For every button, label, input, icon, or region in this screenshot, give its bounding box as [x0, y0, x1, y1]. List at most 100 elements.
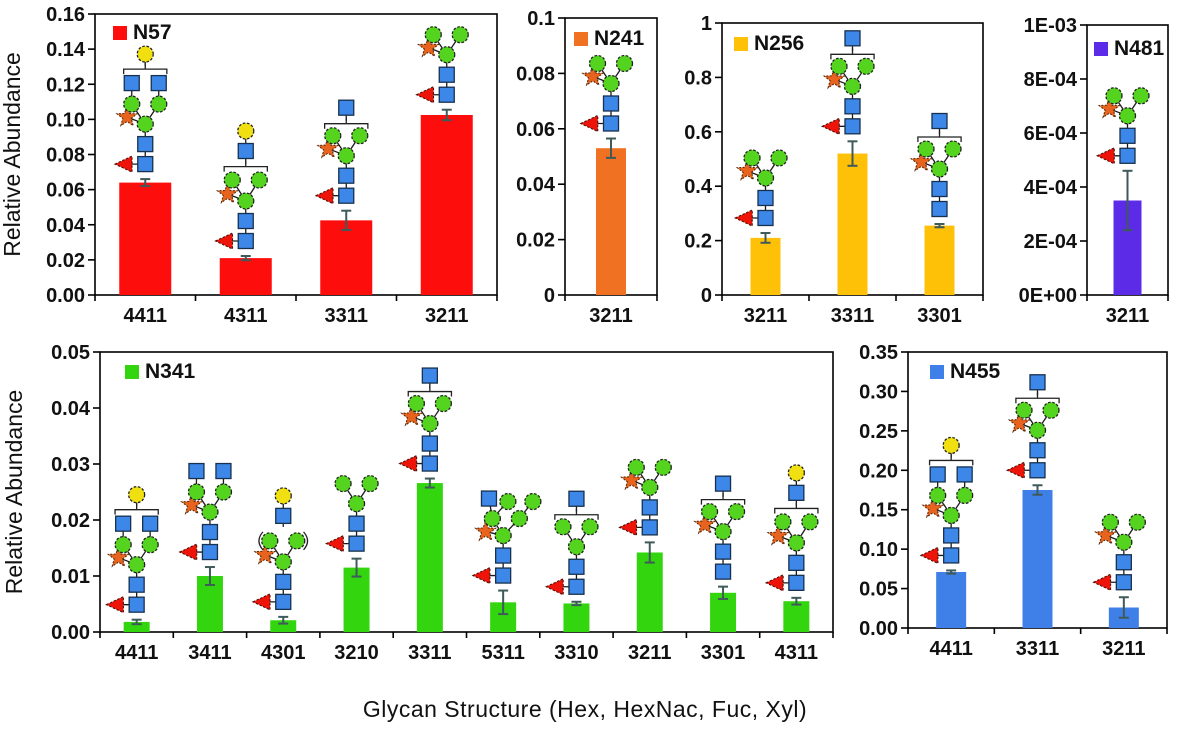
bar-N341-4311: [783, 601, 810, 632]
category-label: 3211: [425, 305, 468, 327]
hexnac-blue-square-icon: [931, 180, 948, 198]
glycan-structure-3311: [820, 30, 875, 136]
y-tick-label: 0.30: [859, 381, 898, 403]
y-tick-label: 4E-04: [1024, 177, 1078, 199]
hexose-green-circle-icon: [944, 140, 962, 158]
hexnac-blue-square-icon: [438, 66, 455, 83]
error-bar: [644, 541, 655, 564]
y-axis-title: Relative Abundance: [1, 390, 27, 595]
y-tick-label: 0.08: [46, 145, 85, 167]
hexose-green-circle-icon: [438, 46, 456, 64]
error-bar: [791, 596, 802, 606]
glycan-structure-3210: [325, 474, 379, 553]
hexnac-blue-square-icon: [844, 118, 861, 135]
hexose-green-circle-icon: [627, 458, 645, 477]
xylose-orange-star-icon: [766, 523, 790, 546]
y-tick-label: 0.8: [684, 67, 712, 89]
xylose-orange-star-icon: [416, 35, 441, 58]
bar-N57-3311: [320, 220, 373, 295]
hexose-green-circle-icon: [615, 54, 634, 73]
hexose-green-circle-icon: [567, 538, 586, 556]
y-tick-label: 0.05: [859, 579, 898, 601]
hexnac-blue-square-icon: [275, 573, 292, 591]
y-tick-label: 0.05: [51, 342, 90, 364]
hexose-green-circle-icon: [324, 127, 342, 145]
y-tick-label: 0.15: [859, 500, 898, 522]
hexnac-blue-square-icon: [844, 98, 861, 115]
hexnac-blue-square-icon: [421, 435, 439, 452]
fucose-red-triangle-icon: [764, 573, 784, 592]
chart-N341: 0.05 0.04 0.03 0.02 0.01 0.00 4411 3411 4301 3210…: [1, 342, 834, 664]
y-tick-label: 0.04: [51, 398, 91, 420]
error-bar: [351, 557, 362, 578]
linkage-bracket: [114, 503, 159, 515]
error-bar: [1122, 169, 1133, 232]
category-label: 3301: [917, 305, 962, 327]
xylose-orange-star-icon: [215, 181, 240, 204]
hexose-green-circle-icon: [1118, 107, 1137, 125]
hexose-green-circle-icon: [451, 26, 469, 44]
y-tick-label: 0.10: [46, 109, 85, 131]
hexnac-blue-square-icon: [714, 543, 732, 560]
hexnac-blue-square-icon: [215, 462, 232, 480]
hexose-green-circle-icon: [237, 192, 255, 210]
hexnac-blue-square-icon: [123, 74, 140, 92]
fucose-red-triangle-icon: [820, 117, 840, 136]
hexnac-blue-square-icon: [480, 490, 498, 507]
y-tick-label: 0.12: [46, 74, 85, 96]
error-bar: [847, 140, 858, 167]
hexose-green-circle-icon: [1101, 513, 1119, 531]
category-label: 3211: [1106, 305, 1149, 327]
glycan-structure-3301: [693, 475, 746, 580]
legend-N481: N481: [1094, 37, 1165, 60]
hexnac-blue-square-icon: [602, 95, 620, 112]
y-tick-label: 1E-03: [1024, 15, 1077, 37]
glycan-structure-4301: [251, 487, 309, 611]
error-bar: [1118, 596, 1129, 619]
fucose-red-triangle-icon: [314, 186, 334, 205]
hexose-yellow-circle-icon: [237, 122, 255, 140]
legend-label: N57: [133, 21, 172, 44]
linkage-bracket: [223, 160, 268, 172]
y-tick-label: 0.2: [684, 231, 712, 253]
hexose-green-circle-icon: [136, 115, 154, 133]
fucose-red-triangle-icon: [471, 566, 491, 585]
hexose-yellow-circle-icon: [136, 45, 154, 63]
xylose-orange-star-icon: [400, 404, 424, 427]
glycan-structure-3211: [1095, 87, 1150, 165]
hexose-green-circle-icon: [201, 503, 219, 521]
bar-N341-4301: [270, 620, 297, 632]
y-tick-label: 0.03: [51, 454, 90, 476]
hexose-green-circle-icon: [424, 26, 442, 44]
bar-N341-3211: [636, 552, 663, 632]
hexnac-blue-square-icon: [568, 490, 585, 507]
error-bar: [240, 255, 251, 262]
hexose-green-circle-icon: [361, 474, 379, 493]
hexose-green-circle-icon: [1128, 513, 1146, 531]
bar-N57-3211: [420, 114, 473, 295]
category-label: 3211: [1102, 638, 1145, 660]
error-bar: [441, 108, 452, 122]
y-tick-label: 0.1: [527, 8, 555, 30]
hexose-green-circle-icon: [770, 149, 788, 167]
hexose-green-circle-icon: [187, 483, 206, 501]
legend-N341: N341: [125, 360, 196, 383]
error-bar: [204, 566, 215, 586]
hexose-green-circle-icon: [337, 147, 355, 165]
xylose-orange-star-icon: [115, 105, 139, 127]
hexose-green-circle-icon: [843, 77, 862, 95]
error-bar: [1032, 484, 1043, 496]
hexose-green-circle-icon: [727, 502, 746, 521]
hexnac-blue-square-icon: [201, 543, 219, 561]
fucose-red-triangle-icon: [113, 155, 133, 173]
hexnac-blue-square-icon: [788, 574, 805, 591]
hexnac-blue-square-icon: [943, 527, 960, 544]
legend-swatch: [1094, 42, 1108, 56]
y-tick-label: 6E-04: [1024, 123, 1078, 145]
fucose-red-triangle-icon: [105, 595, 124, 614]
legend-N241: N241: [574, 27, 645, 50]
legend-label: N341: [145, 360, 196, 383]
fucose-red-triangle-icon: [214, 232, 234, 250]
hexose-green-circle-icon: [250, 171, 268, 189]
y-tick-label: 0.08: [516, 63, 555, 85]
